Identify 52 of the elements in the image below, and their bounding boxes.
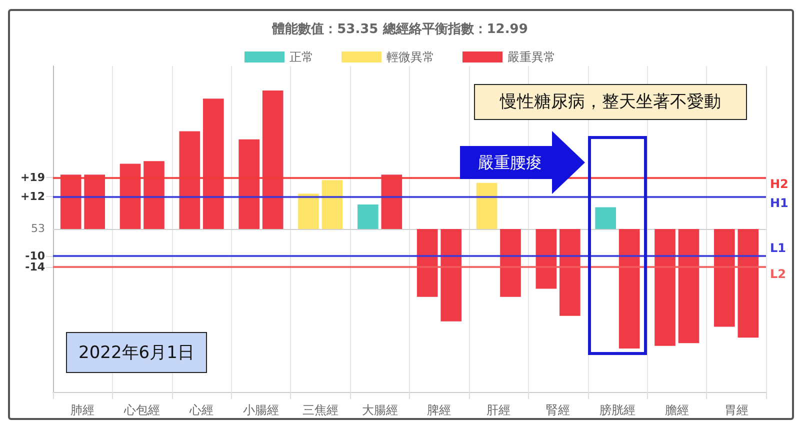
legend-label: 嚴重異常 [508, 50, 556, 64]
bar [358, 204, 378, 229]
bar [262, 90, 284, 229]
bar [595, 207, 616, 229]
x-tick-label: 肝經 [486, 403, 511, 417]
text: 53 [31, 222, 45, 235]
bar [714, 229, 735, 327]
bar [238, 139, 260, 229]
x-tick-label: 胃經 [724, 403, 748, 417]
bar [440, 229, 462, 322]
bar [500, 229, 521, 297]
x-tick-label: 膀胱經 [599, 403, 636, 417]
annotation: 嚴重腰痠 [478, 153, 542, 172]
x-tick-label: 大腸經 [362, 403, 398, 417]
bar [536, 229, 557, 289]
ref-line-label: L2 [770, 267, 786, 282]
bar [144, 161, 164, 229]
legend-label: 正常 [290, 50, 314, 64]
annotation: 2022年6月1日 [66, 332, 207, 373]
bar [84, 174, 105, 229]
bar [618, 229, 640, 349]
x-tick-label: 脾經 [427, 403, 452, 417]
bar [120, 164, 141, 229]
annotation: 慢性糖尿病，整天坐著不愛動 [474, 84, 747, 120]
bar [476, 182, 498, 229]
bar [381, 174, 402, 229]
y-tick-label: +19 [20, 170, 45, 184]
bar [560, 229, 580, 316]
y-tick-label: -10 [25, 250, 46, 263]
x-tick-label: 肺經 [70, 403, 95, 417]
bar [60, 174, 82, 229]
bar [203, 98, 224, 229]
legend-label: 輕微異常 [386, 50, 434, 64]
bar [322, 180, 343, 229]
ref-line-label: H1 [770, 196, 788, 210]
x-tick-label: 三焦經 [302, 403, 338, 417]
bar [738, 229, 759, 338]
bar [179, 131, 200, 229]
x-tick-label: 膽經 [664, 403, 689, 417]
bar [416, 229, 438, 297]
x-tick-label: 心經 [188, 403, 214, 417]
bar [654, 229, 676, 346]
y-tick-label: +12 [20, 190, 45, 203]
y-tick-label: -14 [25, 260, 46, 274]
bar [298, 194, 319, 229]
chart-title: 體能數值：53.35 總經絡平衡指數：12.99 [272, 21, 528, 37]
ref-line-label: H2 [770, 177, 788, 192]
x-tick-label: 心包經 [123, 403, 160, 417]
ref-line-label: L1 [770, 241, 786, 256]
bar [678, 229, 700, 344]
x-tick-label: 小腸經 [242, 403, 279, 417]
x-tick-label: 腎經 [546, 403, 570, 417]
